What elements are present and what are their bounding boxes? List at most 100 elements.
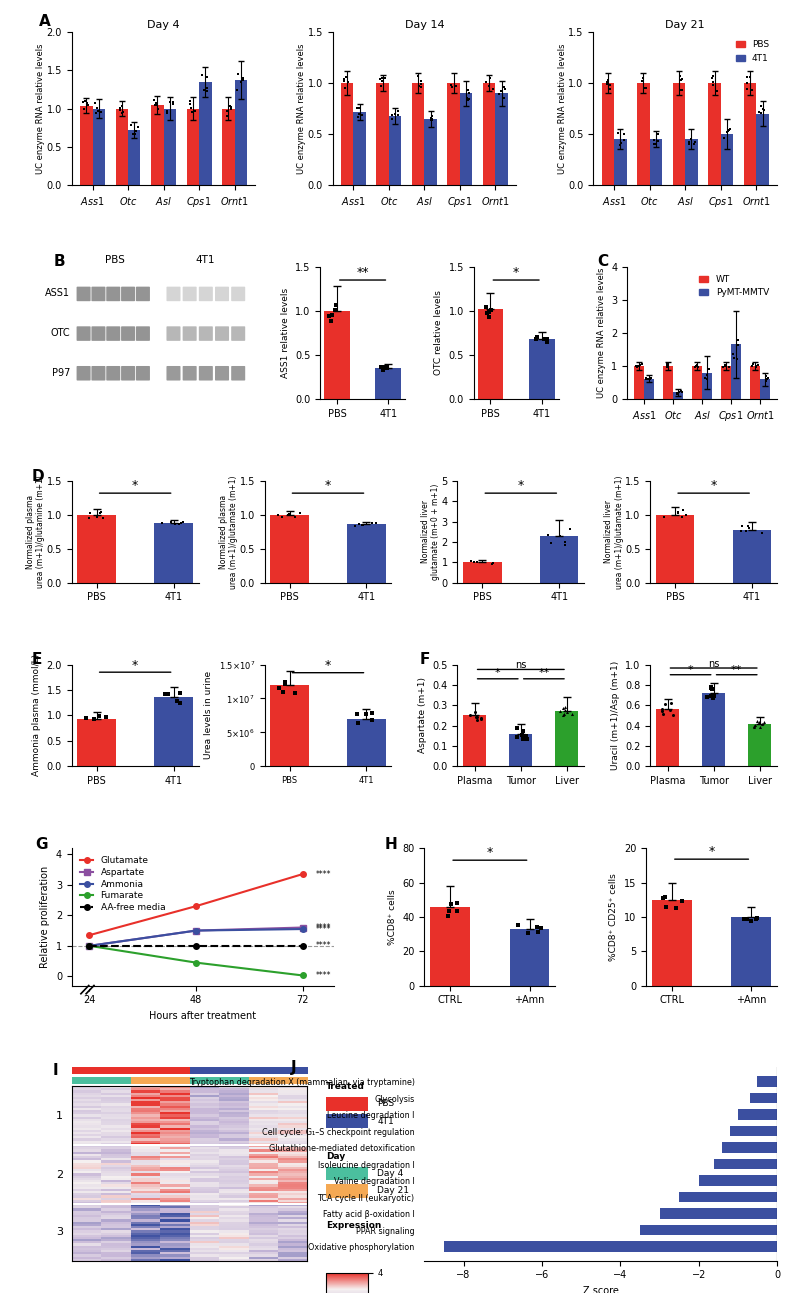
Bar: [614, 140, 626, 185]
Text: *: *: [495, 667, 501, 678]
Text: ****: ****: [316, 870, 332, 879]
Bar: [347, 525, 386, 583]
Glutamate: [191, 899, 201, 914]
Y-axis label: Uracil (m+1)/Asp (m+1): Uracil (m+1)/Asp (m+1): [611, 661, 619, 771]
AA-free media: [84, 939, 94, 954]
Bar: [234, 80, 247, 185]
Bar: [757, 1076, 777, 1087]
FancyBboxPatch shape: [183, 366, 197, 380]
FancyBboxPatch shape: [167, 366, 180, 380]
FancyBboxPatch shape: [183, 326, 197, 341]
Y-axis label: Relative proliferation: Relative proliferation: [40, 866, 50, 968]
Bar: [128, 131, 140, 185]
Text: Day 4: Day 4: [378, 1169, 403, 1178]
FancyBboxPatch shape: [326, 1115, 368, 1129]
Text: *: *: [709, 846, 715, 859]
Title: Day 4: Day 4: [147, 21, 180, 30]
Glutamate: [298, 866, 308, 882]
FancyBboxPatch shape: [198, 366, 213, 380]
Bar: [270, 685, 308, 767]
FancyBboxPatch shape: [183, 287, 197, 301]
Bar: [444, 1241, 777, 1252]
FancyBboxPatch shape: [326, 1184, 368, 1197]
Bar: [163, 109, 176, 185]
Text: ASS1: ASS1: [45, 288, 70, 299]
Text: E: E: [31, 653, 41, 667]
Bar: [92, 109, 105, 185]
Legend: WT, PyMT-MMTV: WT, PyMT-MMTV: [696, 272, 772, 301]
FancyBboxPatch shape: [231, 287, 245, 301]
FancyBboxPatch shape: [136, 326, 150, 341]
Y-axis label: Normalized liver
glutamate (m+0 + m+1): Normalized liver glutamate (m+0 + m+1): [421, 484, 440, 581]
Aspartate: [191, 923, 201, 939]
Bar: [447, 83, 460, 185]
FancyBboxPatch shape: [231, 326, 245, 341]
Bar: [477, 309, 503, 400]
Bar: [692, 366, 702, 400]
X-axis label: Z score: Z score: [583, 1287, 618, 1293]
Bar: [509, 733, 532, 767]
Bar: [341, 83, 353, 185]
Text: ns: ns: [515, 661, 527, 670]
Y-axis label: %CD8⁺ CD25⁺ cells: %CD8⁺ CD25⁺ cells: [610, 873, 618, 961]
Text: Day 21: Day 21: [378, 1187, 410, 1196]
Line: Fumarate: Fumarate: [87, 943, 305, 979]
Ammonia: [191, 923, 201, 939]
FancyBboxPatch shape: [92, 287, 105, 301]
Text: 4T1: 4T1: [378, 1117, 395, 1126]
Y-axis label: %CD8⁺ cells: %CD8⁺ cells: [388, 890, 397, 945]
Text: ****: ****: [316, 971, 332, 980]
Bar: [77, 515, 116, 583]
Title: Day 14: Day 14: [405, 21, 444, 30]
Aspartate: [84, 939, 94, 954]
Bar: [720, 134, 733, 185]
Bar: [347, 719, 386, 767]
Text: A: A: [39, 14, 50, 28]
Bar: [155, 697, 193, 767]
Text: **: **: [356, 266, 369, 279]
Text: ****: ****: [316, 923, 332, 932]
Line: AA-free media: AA-free media: [87, 943, 305, 949]
Bar: [640, 1224, 777, 1235]
Text: I: I: [53, 1063, 58, 1078]
FancyBboxPatch shape: [231, 366, 245, 380]
Text: *: *: [518, 480, 524, 493]
Bar: [756, 114, 769, 185]
Bar: [714, 1159, 777, 1169]
Bar: [80, 106, 92, 185]
Text: 3: 3: [56, 1227, 63, 1237]
Bar: [750, 1093, 777, 1103]
Bar: [656, 710, 679, 767]
Title: Day 21: Day 21: [665, 21, 705, 30]
FancyBboxPatch shape: [326, 1166, 368, 1181]
FancyBboxPatch shape: [121, 287, 135, 301]
X-axis label: Hours after treatment: Hours after treatment: [149, 1011, 256, 1020]
Bar: [463, 562, 501, 583]
Fumarate: [84, 939, 94, 954]
Line: Glutamate: Glutamate: [87, 871, 305, 937]
Y-axis label: Normalized liver
urea (m+1)/glutamate (m+1): Normalized liver urea (m+1)/glutamate (m…: [604, 475, 624, 588]
Bar: [656, 515, 694, 583]
FancyBboxPatch shape: [77, 287, 91, 301]
Y-axis label: Aspartate (m+1): Aspartate (m+1): [418, 678, 426, 754]
FancyBboxPatch shape: [121, 326, 135, 341]
Bar: [463, 715, 486, 767]
Text: OTC: OTC: [50, 328, 70, 337]
Bar: [424, 119, 437, 185]
Bar: [652, 900, 692, 985]
FancyBboxPatch shape: [77, 326, 91, 341]
Y-axis label: Ammonia plasma (mmol/L): Ammonia plasma (mmol/L): [32, 654, 41, 777]
AA-free media: [191, 939, 201, 954]
Bar: [748, 724, 771, 767]
Bar: [722, 1142, 777, 1153]
AA-free media: [298, 939, 308, 954]
Bar: [540, 535, 579, 583]
Text: *: *: [710, 480, 717, 493]
Bar: [556, 711, 579, 767]
Glutamate: [84, 927, 94, 943]
Text: **: **: [731, 665, 742, 675]
FancyBboxPatch shape: [215, 326, 229, 341]
Bar: [529, 339, 555, 400]
Text: H: H: [385, 837, 398, 852]
FancyBboxPatch shape: [215, 287, 229, 301]
